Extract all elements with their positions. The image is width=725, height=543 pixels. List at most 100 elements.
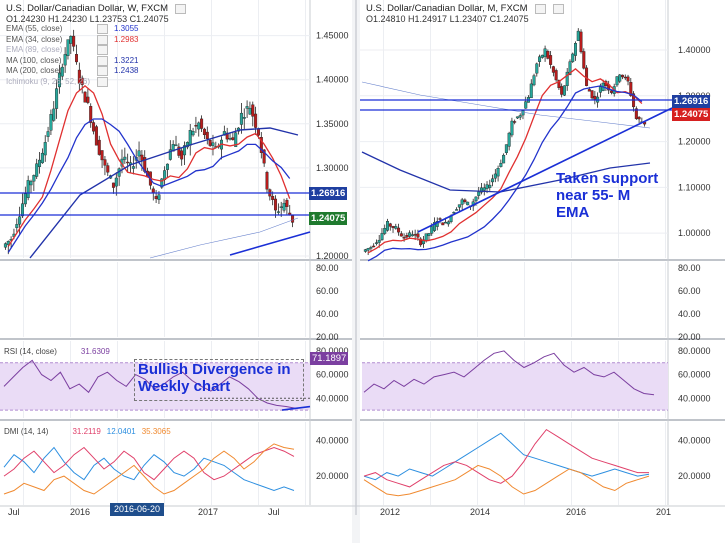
right-settings-icon[interactable]	[534, 4, 546, 14]
indicator-row[interactable]: EMA (55, close) 1.3055	[6, 24, 186, 35]
right-candle	[562, 85, 566, 96]
right-candle	[507, 132, 511, 147]
right-rsi-tick: 80.0000	[678, 346, 711, 356]
right-candle	[391, 226, 395, 229]
left-candle	[151, 188, 155, 193]
left-candle	[202, 128, 206, 136]
right-candle	[493, 173, 497, 179]
left-price-tick: 1.40000	[316, 75, 349, 85]
left-candle	[248, 107, 252, 115]
left-rsi-tick: 80.0000	[316, 346, 349, 356]
left-candle	[123, 156, 127, 160]
right-candle	[502, 154, 506, 164]
dmi-plus-value: 31.2119	[72, 427, 101, 436]
left-candle	[188, 130, 192, 146]
left-candle	[191, 131, 195, 136]
left-candle	[228, 138, 232, 140]
indicator-eye-icon[interactable]	[97, 45, 108, 56]
left-candle	[111, 182, 115, 188]
indicator-eye-icon[interactable]	[97, 76, 109, 87]
left-candle	[185, 142, 189, 148]
left-candle	[234, 132, 238, 147]
left-chart-title: U.S. Dollar/Canadian Dollar, W, FXCM	[6, 3, 169, 14]
right-legend: U.S. Dollar/Canadian Dollar, M, FXCM O1.…	[366, 4, 564, 24]
indicator-eye-icon[interactable]	[97, 55, 108, 66]
indicator-row[interactable]: MA (100, close) 1.3221	[6, 55, 186, 67]
right-price-tick: 1.00000	[678, 228, 711, 238]
indicator-row[interactable]: EMA (89, close)	[6, 45, 186, 56]
left-candle	[231, 137, 235, 140]
indicator-row[interactable]: EMA (34, close) 1.2983	[6, 34, 186, 46]
right-settings-icon[interactable]	[552, 4, 564, 14]
left-dmi-minus-line	[3, 446, 295, 481]
indicator-row[interactable]: Ichimoku (9, 26, 52, 26)	[6, 76, 186, 88]
left-candle	[131, 166, 135, 169]
right-candle	[444, 221, 448, 224]
left-dmi-tick: 20.0000	[316, 471, 349, 481]
left-candle	[26, 180, 30, 198]
right-candle	[441, 222, 445, 226]
indicator-label: EMA (89, close)	[6, 45, 63, 55]
right-candle	[521, 110, 525, 116]
left-resistance-tag: 1.26916	[309, 187, 348, 200]
left-candle	[256, 128, 260, 136]
left-candle	[254, 113, 258, 128]
left-candle	[32, 175, 36, 182]
left-ind-tick: 80.00	[316, 263, 339, 273]
right-dmi-tick: 20.0000	[678, 471, 711, 481]
right-candle	[383, 228, 387, 234]
left-candle	[225, 132, 229, 140]
left-candle	[180, 150, 184, 160]
indicator-row[interactable]: MA (200, close) 1.2438	[6, 66, 186, 77]
indicator-eye-icon[interactable]	[97, 24, 108, 35]
time-cursor-tag: 2016-06-20	[110, 503, 165, 516]
indicator-label: Ichimoku (9, 26, 52, 26)	[6, 76, 91, 86]
left-settings-icon[interactable]	[175, 4, 187, 14]
right-candle	[568, 61, 572, 75]
left-candle	[77, 69, 81, 84]
right-candle	[457, 204, 461, 208]
right-candle	[623, 76, 627, 79]
right-price-tick: 1.10000	[678, 182, 711, 192]
left-candle	[60, 66, 64, 77]
left-candle	[274, 198, 278, 211]
right-candle	[513, 121, 517, 123]
left-candle	[40, 152, 44, 164]
right-ohlc: O1.24810 H1.24917 L1.23407 C1.24075	[366, 14, 529, 24]
left-legend: U.S. Dollar/Canadian Dollar, W, FXCM O1.…	[6, 3, 187, 88]
right-price-tick: 1.20000	[678, 137, 711, 147]
right-candle	[587, 89, 591, 92]
indicator-eye-icon[interactable]	[97, 34, 108, 45]
right-candle	[590, 90, 594, 99]
left-candle	[29, 181, 33, 186]
left-candle	[80, 77, 84, 85]
left-candle	[177, 146, 181, 156]
right-candle	[416, 233, 420, 238]
right-time-label: 2016	[566, 507, 586, 517]
right-candle	[529, 83, 533, 99]
left-candle	[92, 122, 96, 132]
left-candle	[205, 131, 209, 140]
right-candle	[510, 120, 514, 136]
left-ohlc: O1.24230 H1.24230 L1.23753 C1.24075	[6, 14, 169, 24]
right-dmi-tick: 40.0000	[678, 435, 711, 445]
right-ind-tick: 20.00	[678, 332, 701, 342]
right-candle	[452, 212, 456, 214]
dmi-title: DMI (14, 14)	[4, 427, 49, 436]
left-candle	[160, 178, 164, 188]
left-rsi-tick: 40.0000	[316, 393, 349, 403]
left-rsi-band	[0, 362, 310, 411]
left-rsi-tick: 60.0000	[316, 370, 349, 380]
left-candle	[208, 140, 212, 146]
right-chart-title: U.S. Dollar/Canadian Dollar, M, FXCM	[366, 3, 528, 14]
left-candle	[137, 150, 141, 157]
right-candle	[430, 226, 434, 234]
indicator-eye-icon[interactable]	[97, 66, 108, 77]
left-candle	[83, 91, 87, 103]
right-candle	[408, 232, 412, 237]
right-candle	[455, 209, 459, 211]
right-candle	[532, 75, 536, 86]
right-candle	[621, 74, 625, 78]
